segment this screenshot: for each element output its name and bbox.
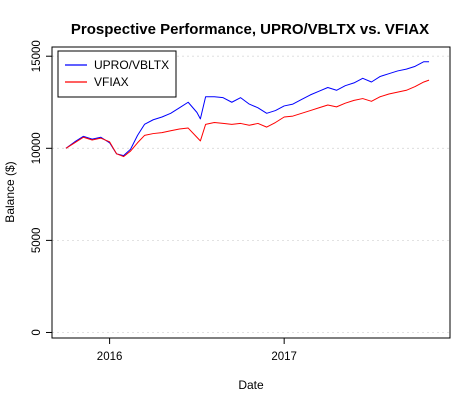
y-axis: 0 5000 10000 15000 (31, 40, 52, 336)
y-tick-label-1: 5000 (31, 228, 43, 254)
y-axis-label: Balance ($) (3, 161, 17, 222)
legend: UPRO/VBLTX VFIAX (57, 50, 177, 98)
series-line-0 (65, 61, 430, 157)
y-tick-label-3: 15000 (31, 40, 43, 72)
series-line-1 (65, 79, 430, 158)
x-axis-label: Date (238, 378, 264, 392)
legend-label-1: VFIAX (94, 75, 129, 89)
gridlines (52, 55, 450, 333)
x-tick-label-0: 2016 (97, 351, 123, 363)
y-tick-label-0: 0 (31, 329, 43, 335)
series-lines (65, 61, 430, 158)
x-tick-label-1: 2017 (271, 351, 297, 363)
legend-label-0: UPRO/VBLTX (94, 58, 169, 72)
x-axis: 2016 2017 (97, 338, 297, 363)
plot-frame (51, 46, 451, 339)
y-tick-label-2: 10000 (31, 132, 43, 164)
legend-box (57, 50, 177, 98)
chart-title: Prospective Performance, UPRO/VBLTX vs. … (71, 21, 429, 38)
